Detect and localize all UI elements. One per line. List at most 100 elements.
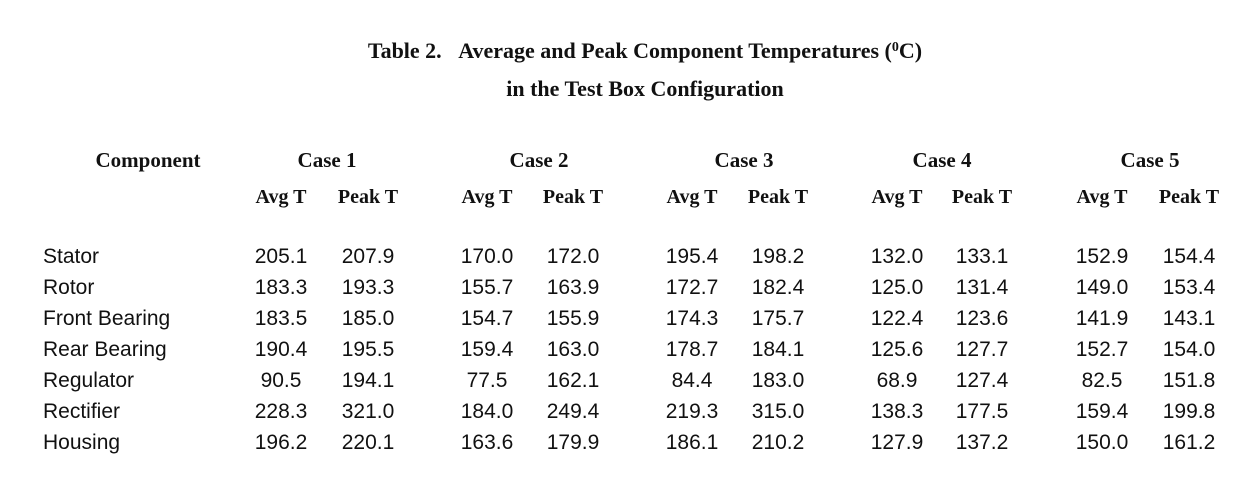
sub-header: Peak T bbox=[542, 186, 604, 208]
cell: 137.2 bbox=[955, 431, 1009, 454]
title-text: C) bbox=[898, 38, 923, 63]
case-header: Case 5 bbox=[1120, 148, 1180, 172]
cell: 183.5 bbox=[254, 307, 308, 330]
table-label: Table 2. bbox=[367, 38, 442, 63]
case-header: Case 4 bbox=[912, 148, 972, 172]
column-header: Component bbox=[95, 148, 201, 172]
row-label: Stator bbox=[43, 245, 100, 268]
cell: 199.8 bbox=[1162, 400, 1216, 423]
cell: 159.4 bbox=[460, 338, 514, 361]
title-line: in the Test Box Configuration bbox=[506, 76, 784, 101]
cell: 321.0 bbox=[341, 400, 395, 423]
case-header: Case 1 bbox=[297, 148, 357, 172]
cell: 177.5 bbox=[955, 400, 1009, 423]
cell: 141.9 bbox=[1075, 307, 1129, 330]
sub-header: Avg T bbox=[871, 186, 923, 208]
sub-header: Peak T bbox=[951, 186, 1013, 208]
cell: 219.3 bbox=[665, 400, 719, 423]
cell: 194.1 bbox=[341, 369, 395, 392]
cell: 183.0 bbox=[751, 369, 805, 392]
cell: 193.3 bbox=[341, 276, 395, 299]
cell: 155.9 bbox=[546, 307, 600, 330]
cell: 163.6 bbox=[460, 431, 514, 454]
cell: 122.4 bbox=[870, 307, 924, 330]
cell: 195.5 bbox=[341, 338, 395, 361]
cell: 154.4 bbox=[1162, 245, 1216, 268]
row-label: Rotor bbox=[43, 276, 95, 299]
row-label: Front Bearing bbox=[43, 307, 171, 330]
sub-header: Avg T bbox=[1076, 186, 1128, 208]
cell: 159.4 bbox=[1075, 400, 1129, 423]
cell: 163.0 bbox=[546, 338, 600, 361]
cell: 127.9 bbox=[870, 431, 924, 454]
cell: 68.9 bbox=[876, 369, 918, 392]
sub-header: Avg T bbox=[461, 186, 513, 208]
cell: 195.4 bbox=[665, 245, 719, 268]
row-label: Rectifier bbox=[43, 400, 121, 423]
cell: 127.7 bbox=[955, 338, 1009, 361]
cell: 179.9 bbox=[546, 431, 600, 454]
cell: 184.0 bbox=[460, 400, 514, 423]
cell: 152.9 bbox=[1075, 245, 1129, 268]
superscript: 0 bbox=[891, 40, 899, 55]
cell: 132.0 bbox=[870, 245, 924, 268]
cell: 190.4 bbox=[254, 338, 308, 361]
sub-header: Avg T bbox=[666, 186, 718, 208]
cell: 185.0 bbox=[341, 307, 395, 330]
cell: 82.5 bbox=[1081, 369, 1123, 392]
cell: 220.1 bbox=[341, 431, 395, 454]
cell: 154.7 bbox=[460, 307, 514, 330]
sub-header: Peak T bbox=[747, 186, 809, 208]
sub-header: Peak T bbox=[337, 186, 399, 208]
cell: 170.0 bbox=[460, 245, 514, 268]
cell: 150.0 bbox=[1075, 431, 1129, 454]
cell: 210.2 bbox=[751, 431, 805, 454]
cell: 127.4 bbox=[955, 369, 1009, 392]
title-line: Table 2. Average and Peak Component Temp… bbox=[368, 40, 922, 62]
row-label: Housing bbox=[43, 431, 121, 454]
cell: 125.0 bbox=[870, 276, 924, 299]
cell: 125.6 bbox=[870, 338, 924, 361]
cell: 162.1 bbox=[546, 369, 600, 392]
cell: 207.9 bbox=[341, 245, 395, 268]
cell: 77.5 bbox=[466, 369, 508, 392]
cell: 138.3 bbox=[870, 400, 924, 423]
row-label: Rear Bearing bbox=[43, 338, 167, 361]
title-text: Average and Peak Component Temperatures … bbox=[458, 38, 892, 63]
cell: 152.7 bbox=[1075, 338, 1129, 361]
cell: 131.4 bbox=[955, 276, 1009, 299]
cell: 178.7 bbox=[665, 338, 719, 361]
cell: 153.4 bbox=[1162, 276, 1216, 299]
case-header: Case 3 bbox=[714, 148, 774, 172]
cell: 174.3 bbox=[665, 307, 719, 330]
cell: 228.3 bbox=[254, 400, 308, 423]
cell: 143.1 bbox=[1162, 307, 1216, 330]
cell: 161.2 bbox=[1162, 431, 1216, 454]
cell: 154.0 bbox=[1162, 338, 1216, 361]
sub-header: Avg T bbox=[255, 186, 307, 208]
cell: 163.9 bbox=[546, 276, 600, 299]
sub-header: Peak T bbox=[1158, 186, 1220, 208]
cell: 172.0 bbox=[546, 245, 600, 268]
cell: 90.5 bbox=[260, 369, 302, 392]
cell: 151.8 bbox=[1162, 369, 1216, 392]
row-label: Regulator bbox=[43, 369, 135, 392]
cell: 182.4 bbox=[751, 276, 805, 299]
cell: 198.2 bbox=[751, 245, 805, 268]
cell: 184.1 bbox=[751, 338, 805, 361]
cell: 186.1 bbox=[665, 431, 719, 454]
cell: 133.1 bbox=[955, 245, 1009, 268]
cell: 183.3 bbox=[254, 276, 308, 299]
cell: 315.0 bbox=[751, 400, 805, 423]
cell: 155.7 bbox=[460, 276, 514, 299]
cell: 205.1 bbox=[254, 245, 308, 268]
cell: 196.2 bbox=[254, 431, 308, 454]
cell: 249.4 bbox=[546, 400, 600, 423]
cell: 172.7 bbox=[665, 276, 719, 299]
cell: 123.6 bbox=[955, 307, 1009, 330]
cell: 149.0 bbox=[1075, 276, 1129, 299]
cell: 84.4 bbox=[671, 369, 713, 392]
case-header: Case 2 bbox=[509, 148, 569, 172]
cell: 175.7 bbox=[751, 307, 805, 330]
